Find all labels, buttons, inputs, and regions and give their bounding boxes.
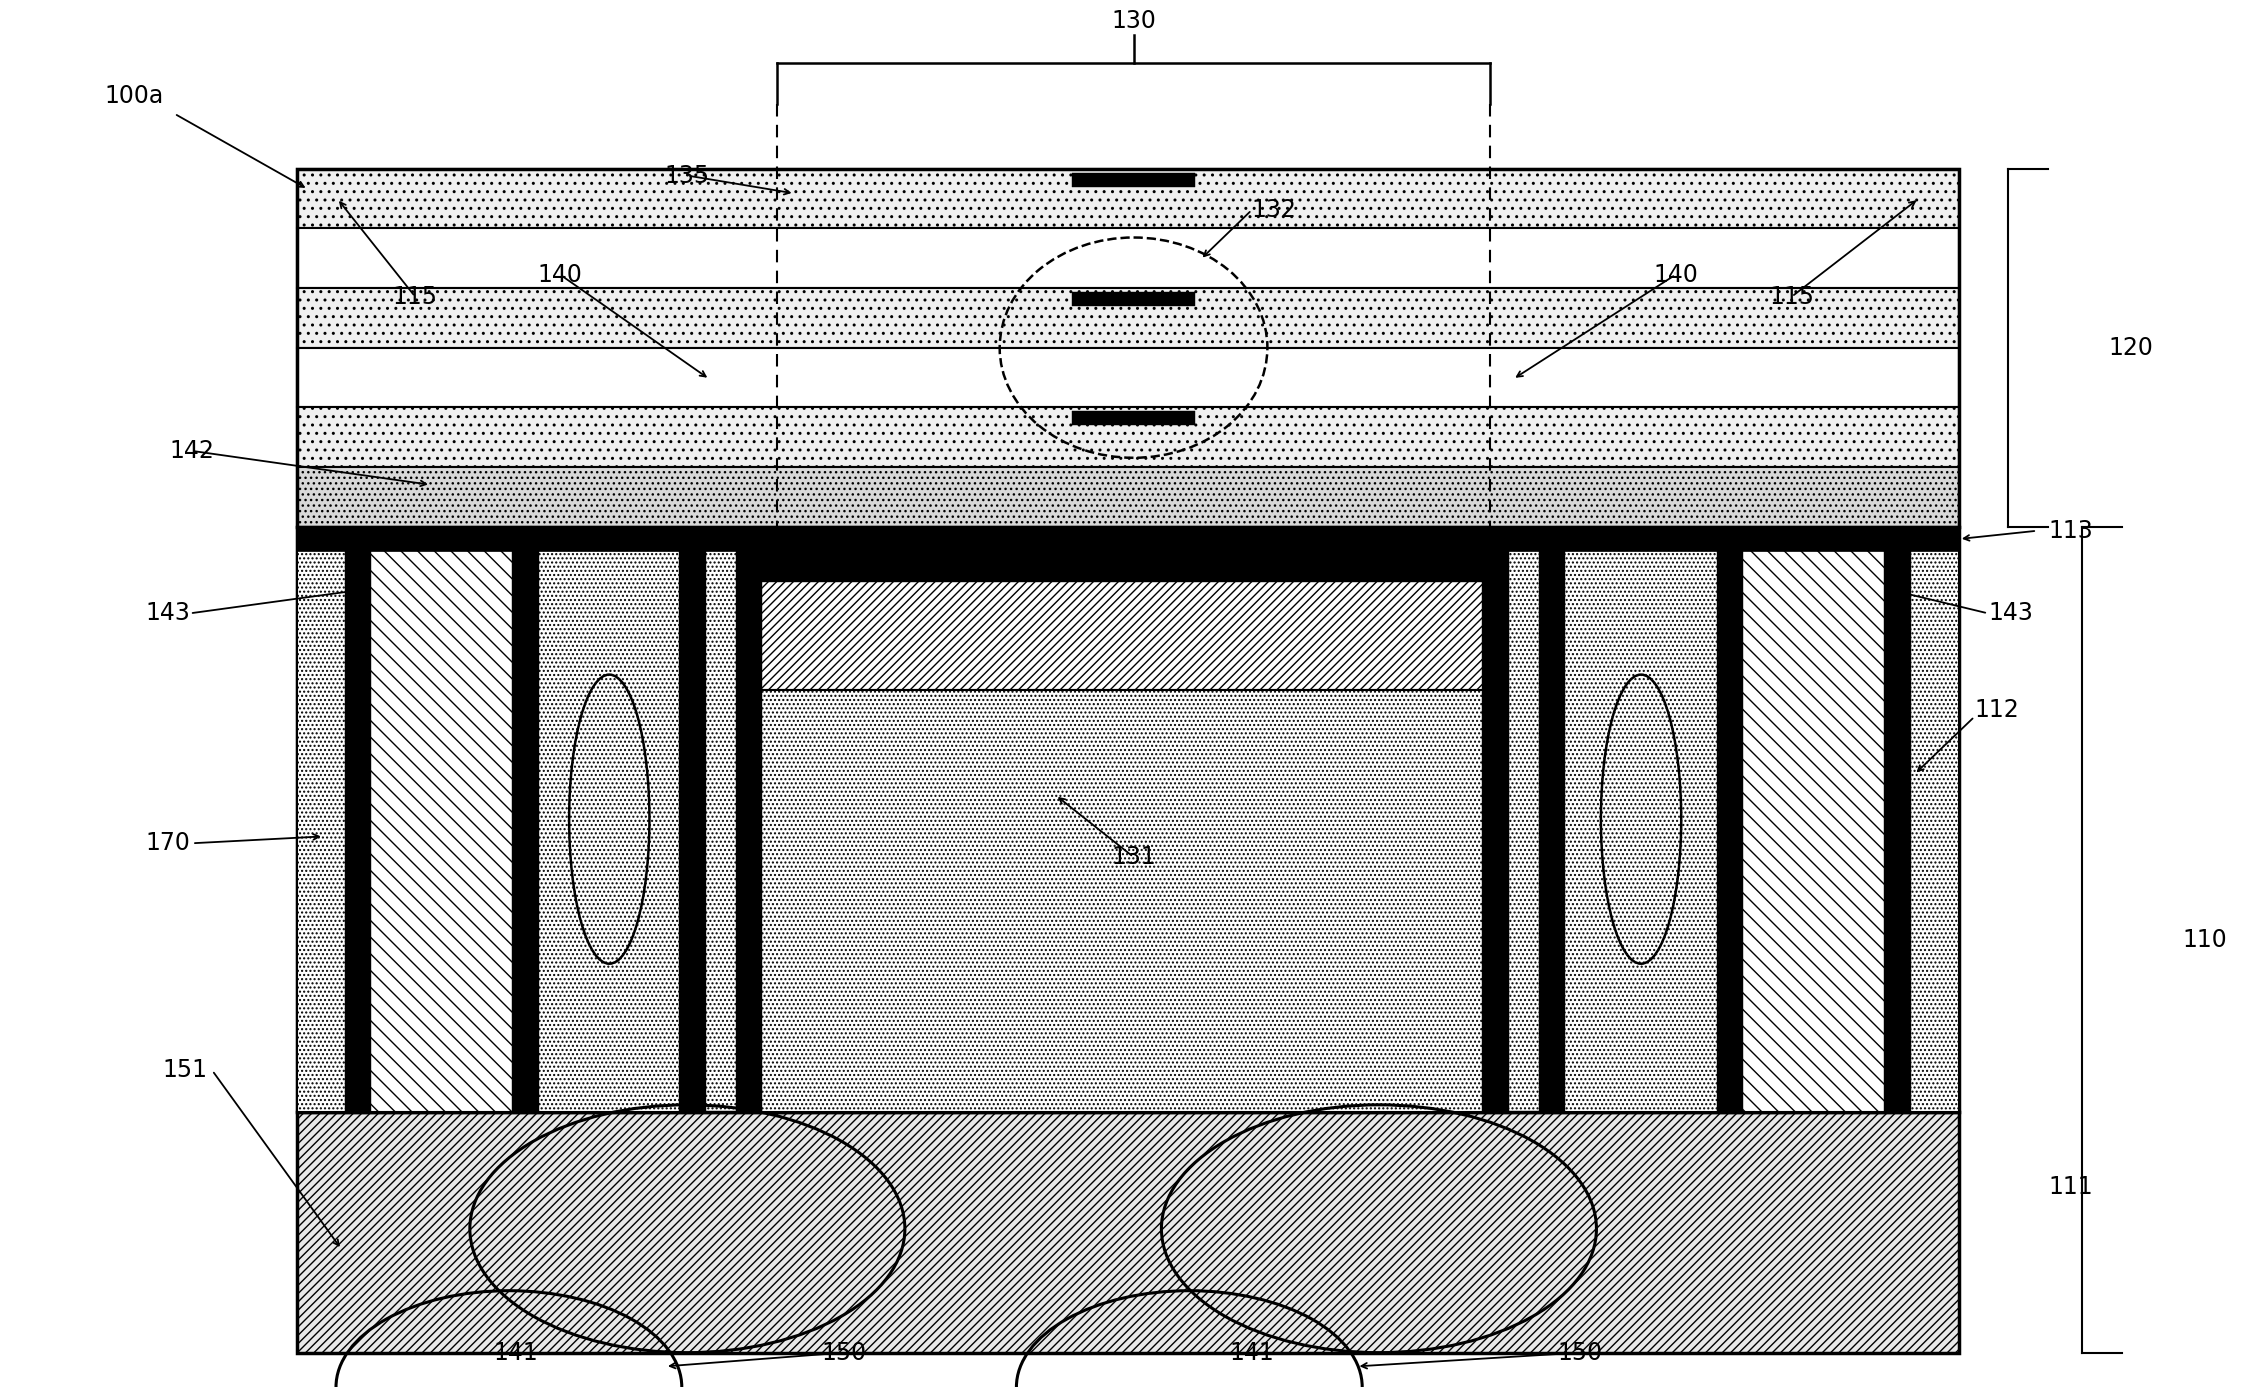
Bar xyxy=(755,552,1491,581)
Bar xyxy=(296,467,1959,527)
Text: 130: 130 xyxy=(1112,10,1157,33)
Bar xyxy=(678,527,705,1112)
Text: 170: 170 xyxy=(146,831,191,856)
Text: 141: 141 xyxy=(1229,1341,1273,1365)
Bar xyxy=(755,690,1491,1112)
Bar xyxy=(296,169,1959,229)
Text: 120: 120 xyxy=(2109,336,2154,360)
Bar xyxy=(296,527,353,1112)
Text: 131: 131 xyxy=(1112,845,1157,868)
Bar xyxy=(353,527,532,1112)
Bar xyxy=(1725,527,1902,1112)
Bar xyxy=(1716,527,1743,1112)
Bar xyxy=(1071,411,1195,425)
Text: 111: 111 xyxy=(2048,1175,2093,1199)
Text: 140: 140 xyxy=(1653,262,1698,287)
Text: 115: 115 xyxy=(1770,284,1815,308)
Bar xyxy=(296,289,1959,347)
Bar xyxy=(1482,527,1509,1112)
Text: 150: 150 xyxy=(1556,1341,1601,1365)
Text: 115: 115 xyxy=(393,284,438,308)
Bar xyxy=(296,527,1959,1112)
Bar xyxy=(1556,527,1725,1112)
Bar xyxy=(1071,293,1195,305)
Text: 135: 135 xyxy=(665,163,710,188)
Bar xyxy=(1902,527,1959,1112)
Bar xyxy=(734,527,761,1112)
Text: 140: 140 xyxy=(537,262,582,287)
Text: 143: 143 xyxy=(1988,601,2033,626)
Bar xyxy=(296,1112,1959,1352)
Text: 150: 150 xyxy=(822,1341,867,1365)
Text: 141: 141 xyxy=(494,1341,539,1365)
Bar xyxy=(296,347,1959,407)
Text: 112: 112 xyxy=(1974,698,2019,722)
Bar xyxy=(1071,173,1195,187)
Bar xyxy=(532,527,687,1112)
Text: 132: 132 xyxy=(1251,198,1296,222)
Text: 151: 151 xyxy=(162,1058,207,1082)
Bar xyxy=(1539,527,1565,1112)
Text: 100a: 100a xyxy=(106,84,164,107)
Bar xyxy=(512,527,539,1112)
Bar xyxy=(296,229,1959,289)
Bar xyxy=(296,169,1959,527)
Text: 110: 110 xyxy=(2183,927,2226,952)
Bar xyxy=(755,527,1491,690)
Bar xyxy=(296,407,1959,467)
Text: 113: 113 xyxy=(2048,519,2093,542)
Text: 142: 142 xyxy=(171,439,216,463)
Bar xyxy=(344,527,371,1112)
Text: 143: 143 xyxy=(146,601,191,626)
Bar xyxy=(1884,527,1911,1112)
Bar xyxy=(296,527,1959,552)
